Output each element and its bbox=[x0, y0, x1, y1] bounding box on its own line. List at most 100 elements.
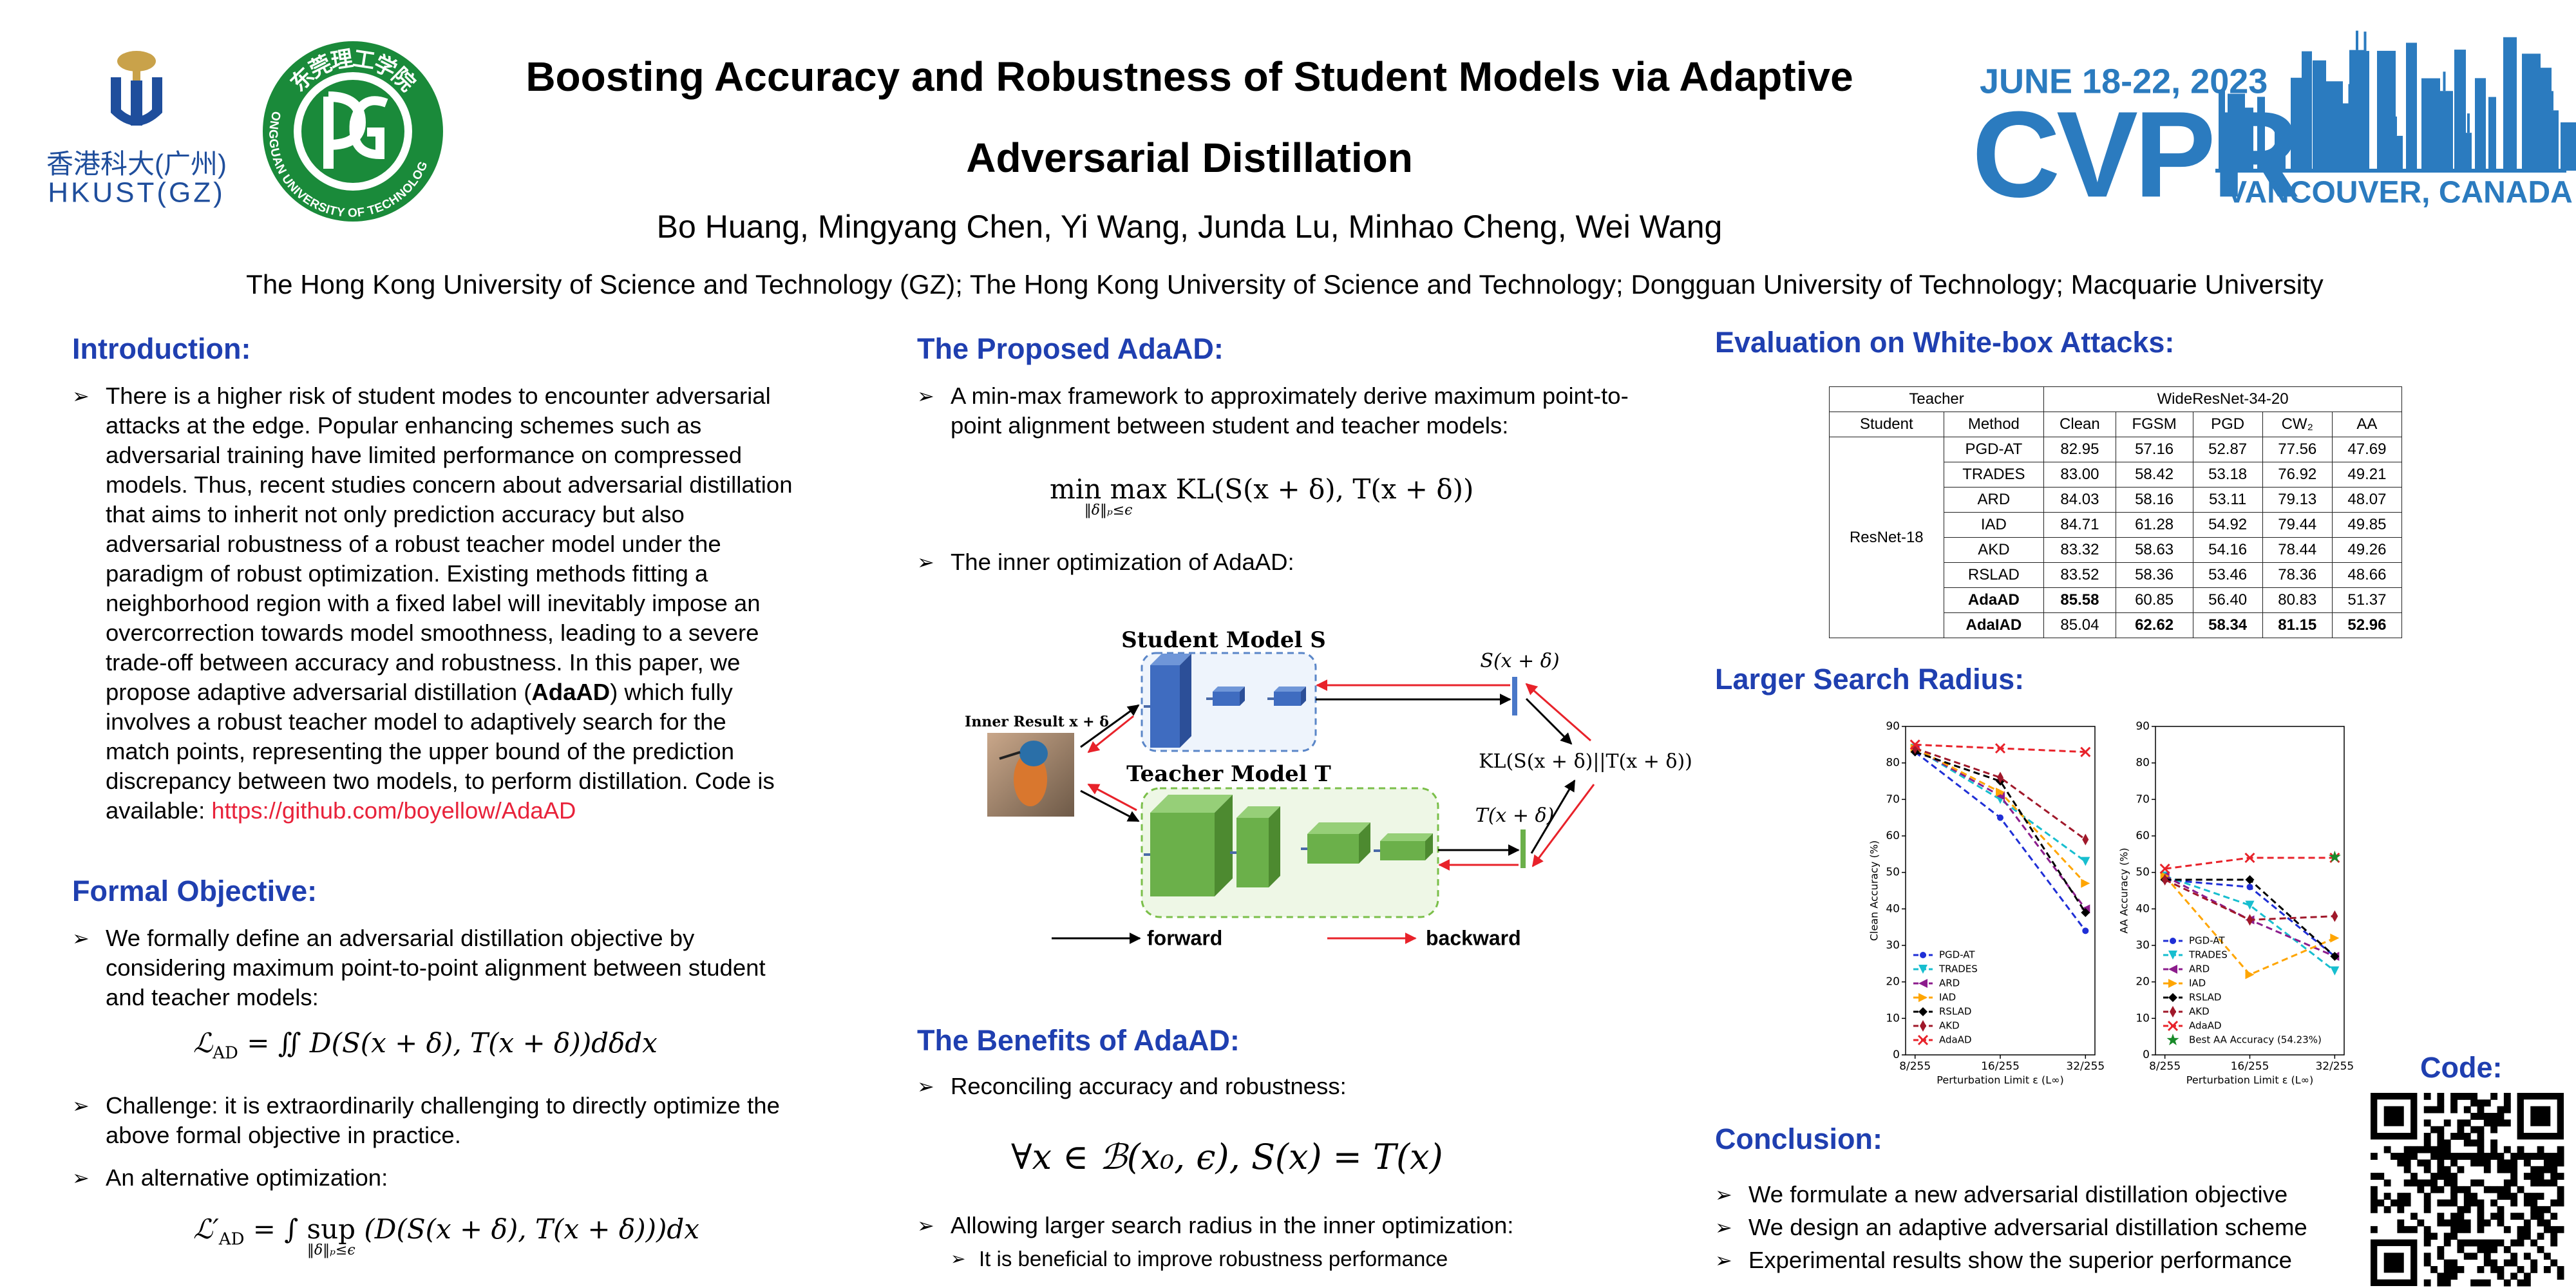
teacher-label: Teacher Model T bbox=[1126, 761, 1331, 787]
qr-module bbox=[2510, 1239, 2518, 1247]
table-cell: 53.18 bbox=[2192, 462, 2263, 488]
qr-module bbox=[2537, 1213, 2544, 1220]
table-cell: TRADES bbox=[1943, 462, 2045, 488]
table-cell: FGSM bbox=[2115, 412, 2193, 437]
legend-label: AdaAD bbox=[2189, 1020, 2222, 1032]
formula-part: KL(S(x + δ), T(x + δ)) bbox=[1175, 473, 1474, 505]
qr-module bbox=[2490, 1146, 2498, 1153]
bullet: Reconciling accuracy and robustness: bbox=[917, 1072, 1658, 1101]
point bbox=[2168, 993, 2177, 1002]
qr-module bbox=[2490, 1239, 2498, 1247]
authors: Bo Huang, Mingyang Chen, Yi Wang, Junda … bbox=[656, 209, 1723, 245]
table-cell: 49.26 bbox=[2331, 537, 2403, 563]
qr-module bbox=[2503, 1193, 2511, 1200]
qr-module bbox=[2417, 1219, 2425, 1227]
qr-module bbox=[2490, 1245, 2498, 1253]
qr-module bbox=[2517, 1279, 2524, 1287]
qr-module bbox=[2503, 1279, 2511, 1287]
y-tick-label: 90 bbox=[2136, 720, 2150, 733]
series-line bbox=[1914, 747, 2087, 862]
qr-module bbox=[2483, 1113, 2491, 1120]
formula-op: min max ‖δ‖ₚ≤ϵ bbox=[1050, 473, 1167, 518]
bullet: We design an adaptive adversarial distil… bbox=[1715, 1213, 2359, 1242]
building bbox=[2546, 110, 2559, 171]
legend-label: PGD-AT bbox=[2189, 935, 2225, 947]
qr-module bbox=[2537, 1146, 2544, 1153]
bullet: An alternative optimization: bbox=[72, 1163, 793, 1193]
building bbox=[2241, 108, 2253, 171]
y-tick-label: 80 bbox=[2136, 757, 2150, 770]
point bbox=[2161, 874, 2168, 886]
code-link[interactable]: https://github.com/boyellow/AdaAD bbox=[211, 797, 576, 824]
table-cell: 58.63 bbox=[2115, 537, 2193, 563]
qr-module bbox=[2477, 1279, 2485, 1287]
qr-module bbox=[2470, 1253, 2478, 1260]
formula-sub: AD bbox=[213, 1043, 238, 1063]
qr-module bbox=[2497, 1273, 2505, 1280]
qr-module bbox=[2543, 1206, 2551, 1213]
hkust-logo: 香港科大(广州) HKUST(GZ) bbox=[46, 51, 227, 209]
qr-module bbox=[2503, 1186, 2511, 1193]
table-cell: 48.07 bbox=[2331, 487, 2403, 513]
qr-module bbox=[2443, 1273, 2451, 1280]
qr-module bbox=[2477, 1126, 2485, 1133]
point bbox=[2246, 884, 2253, 891]
qr-module bbox=[2437, 1153, 2445, 1160]
block-front bbox=[1236, 818, 1269, 887]
qr-module bbox=[2470, 1239, 2478, 1247]
point bbox=[1996, 788, 2005, 797]
table-cell: Student bbox=[1829, 412, 1944, 437]
qr-module bbox=[2450, 1193, 2458, 1200]
building bbox=[2291, 77, 2304, 171]
qr-module bbox=[2523, 1153, 2531, 1160]
qr-module bbox=[2477, 1139, 2485, 1147]
qr-module bbox=[2371, 1186, 2378, 1193]
table-cell: AdaIAD bbox=[1943, 612, 2045, 638]
building bbox=[2454, 50, 2466, 171]
block-top bbox=[1307, 822, 1370, 834]
qr-module bbox=[2517, 1233, 2524, 1240]
qr-module bbox=[2463, 1153, 2471, 1160]
qr-module bbox=[2443, 1259, 2451, 1267]
section-heading: Conclusion: bbox=[1715, 1122, 1882, 1155]
qr-module bbox=[2477, 1153, 2485, 1160]
qr-module bbox=[2463, 1186, 2471, 1193]
qr-finder bbox=[2383, 1106, 2404, 1126]
table-cell: 58.16 bbox=[2115, 487, 2193, 513]
qr-module bbox=[2430, 1173, 2438, 1180]
point bbox=[1997, 772, 2003, 784]
formula-part: = ∫ bbox=[244, 1213, 307, 1245]
table-cell: CW₂ bbox=[2262, 412, 2333, 437]
qr-module bbox=[2417, 1159, 2425, 1167]
point bbox=[2168, 965, 2177, 974]
qr-module bbox=[2503, 1159, 2511, 1167]
qr-module bbox=[2503, 1259, 2511, 1267]
table-row: Teacher WideResNet-34-20 bbox=[1828, 386, 2402, 412]
table-cell: 79.44 bbox=[2262, 512, 2333, 538]
qr-module bbox=[2450, 1273, 2458, 1280]
qr-module bbox=[2537, 1245, 2544, 1253]
qr-module bbox=[2383, 1193, 2391, 1200]
table-cell: 53.46 bbox=[2192, 562, 2263, 588]
x-tick-label: 16/255 bbox=[1981, 1060, 2020, 1073]
qr-module bbox=[2423, 1166, 2431, 1173]
legend-label: ARD bbox=[1939, 978, 1960, 989]
qr-module bbox=[2483, 1245, 2491, 1253]
point bbox=[2246, 914, 2253, 926]
qr-module bbox=[2490, 1186, 2498, 1193]
building bbox=[2257, 97, 2265, 171]
qr-module bbox=[2550, 1259, 2558, 1267]
qr-module bbox=[2410, 1153, 2418, 1160]
building bbox=[2488, 97, 2496, 171]
x-tick-label: 8/255 bbox=[1899, 1060, 1931, 1073]
qr-module bbox=[2483, 1186, 2491, 1193]
bullet: We formulate a new adversarial distillat… bbox=[1715, 1180, 2359, 1209]
block-side bbox=[1240, 687, 1245, 706]
qr-module bbox=[2450, 1233, 2458, 1240]
title-line: Boosting Accuracy and Robustness of Stud… bbox=[526, 53, 1853, 100]
block-side bbox=[1301, 687, 1306, 706]
qr-module bbox=[2410, 1179, 2418, 1187]
qr-module bbox=[2503, 1119, 2511, 1127]
bird-head bbox=[1019, 741, 1048, 766]
qr-module bbox=[2430, 1186, 2438, 1193]
